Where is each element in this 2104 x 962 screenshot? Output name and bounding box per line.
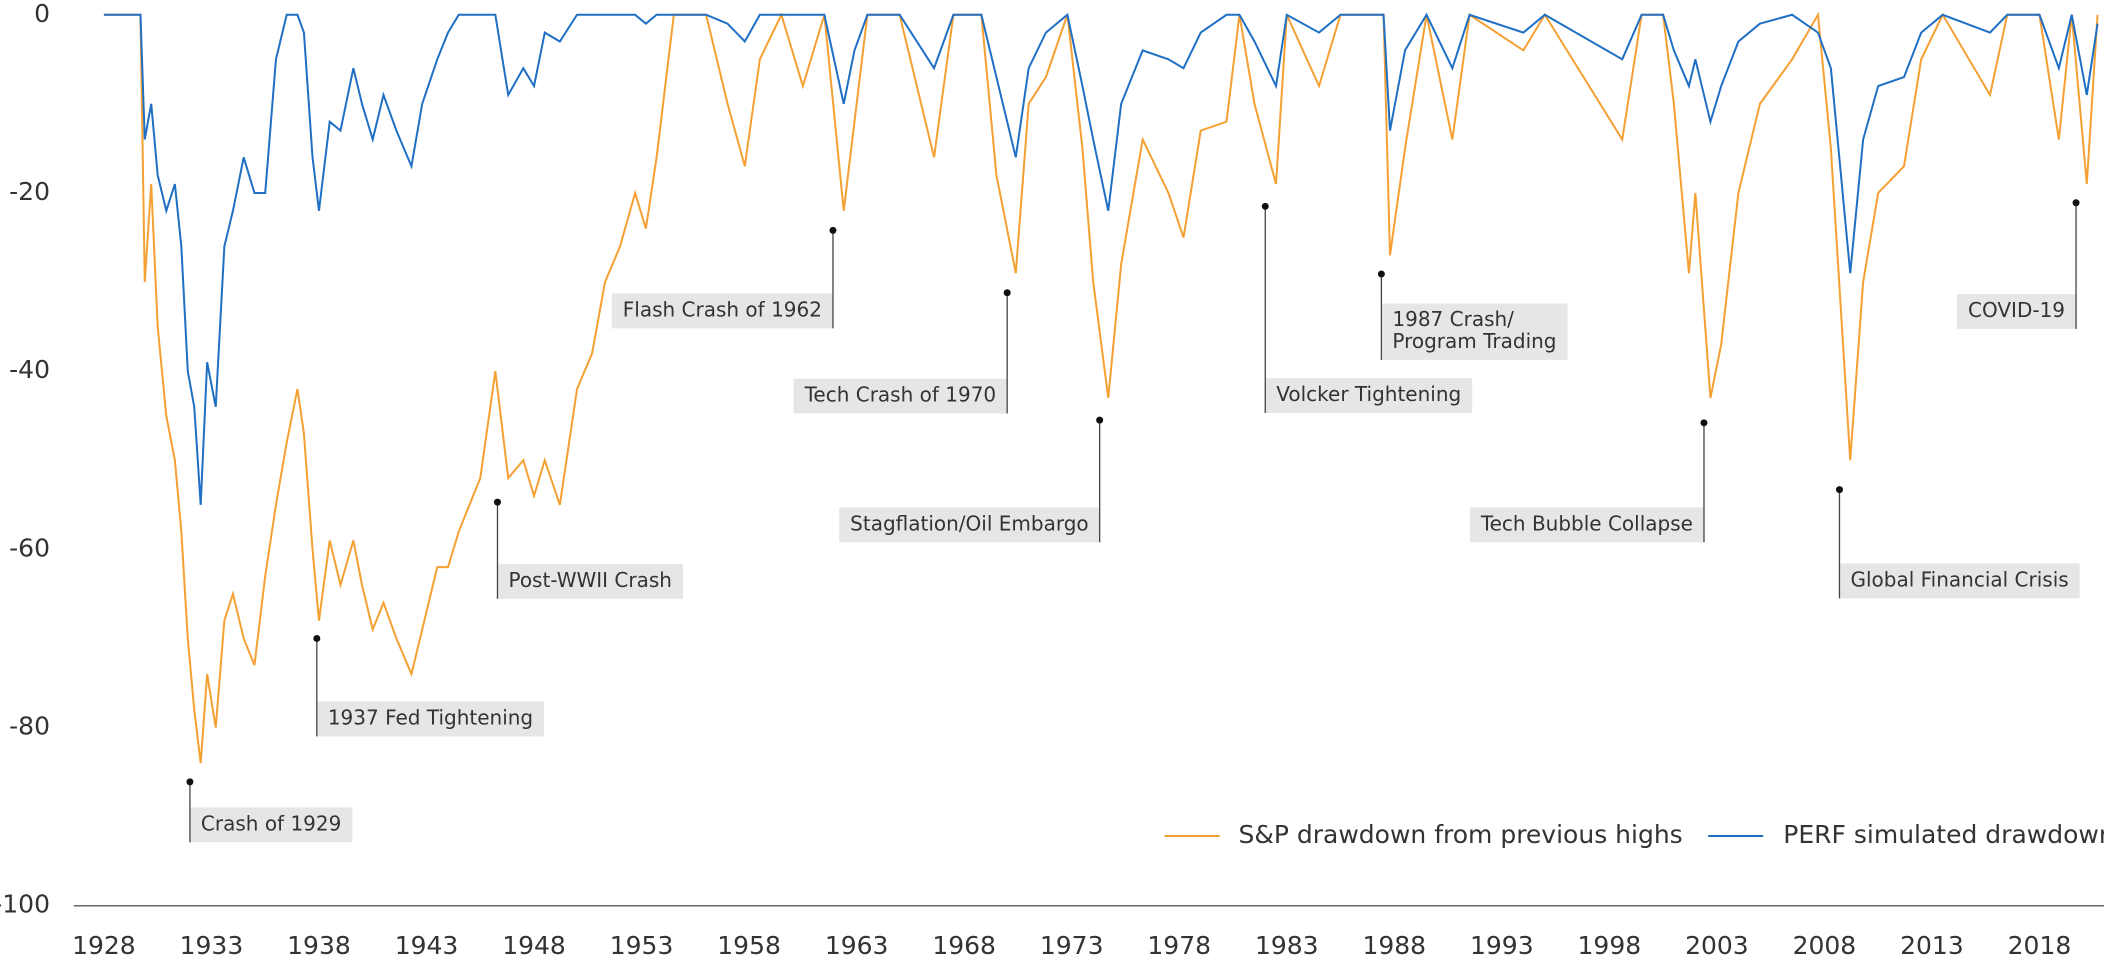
annotation-label: Crash of 1929 (201, 811, 341, 835)
x-tick-label: 1998 (1578, 931, 1642, 960)
annotation-label: Stagflation/Oil Embargo (850, 511, 1088, 535)
annotation-label: Tech Bubble Collapse (1480, 511, 1693, 535)
x-tick-label: 1938 (287, 931, 351, 960)
annotation-label: 1987 Crash/ (1392, 307, 1514, 331)
annotation-dot (1003, 289, 1011, 297)
annotation-dot (829, 226, 837, 234)
annotation: Volcker Tightening (1261, 202, 1473, 413)
x-tick-label: 2018 (2008, 931, 2072, 960)
annotation-label: Volcker Tightening (1276, 382, 1461, 406)
legend-label: PERF simulated drawdown* (1783, 820, 2104, 849)
annotation-box (611, 293, 833, 329)
annotation-label: COVID-19 (1968, 298, 2065, 322)
annotation-box (1381, 303, 1568, 360)
annotation-box (1469, 507, 1704, 543)
x-tick-label: 1933 (180, 931, 244, 960)
y-tick-label: 0 (34, 0, 50, 28)
annotation-dot (1377, 270, 1385, 278)
y-tick-label: -20 (9, 177, 50, 206)
legend-label: S&P drawdown from previous highs (1239, 820, 1683, 849)
annotation: Tech Crash of 1970 (793, 289, 1011, 414)
y-tick-label: -60 (9, 533, 50, 562)
x-tick-label: 1973 (1040, 931, 1104, 960)
x-tick-label: 1983 (1255, 931, 1319, 960)
annotation-box (497, 563, 683, 599)
x-tick-label: 1993 (1470, 931, 1534, 960)
annotation-label: Post-WWII Crash (508, 568, 672, 592)
annotation-label: Tech Crash of 1970 (804, 383, 997, 407)
annotation-label: 1937 Fed Tightening (328, 705, 533, 729)
annotation-dot (493, 498, 501, 506)
annotation: Flash Crash of 1962 (611, 226, 837, 329)
annotation-label: Program Trading (1392, 329, 1556, 353)
annotation-label: Global Financial Crisis (1850, 567, 2068, 591)
annotation: 1937 Fed Tightening (313, 634, 545, 737)
annotation-dot (1096, 416, 1104, 424)
annotation: Stagflation/Oil Embargo (839, 416, 1104, 543)
x-tick-label: 2008 (1793, 931, 1857, 960)
x-tick-label: 1988 (1362, 931, 1426, 960)
y-tick-label: -100 (0, 890, 50, 919)
annotation-dot (1700, 419, 1708, 427)
annotation: Crash of 1929 (186, 778, 353, 843)
x-tick-label: 2003 (1685, 931, 1749, 960)
annotation: Global Financial Crisis (1835, 486, 2080, 599)
annotation-dot (1835, 486, 1843, 494)
x-tick-label: 1943 (395, 931, 459, 960)
annotation-box (316, 701, 545, 737)
annotation-dot (313, 634, 321, 642)
annotation-box (189, 807, 353, 843)
annotation-box (839, 507, 1100, 543)
y-tick-label: -80 (9, 712, 50, 741)
data-line (103, 12, 2099, 505)
x-tick-label: 1948 (502, 931, 566, 960)
annotation-box (1265, 378, 1473, 413)
annotation-label: Flash Crash of 1962 (623, 297, 822, 321)
data-line (103, 11, 2099, 764)
annotation-dot (186, 778, 194, 786)
x-tick-label: 1928 (72, 931, 136, 960)
y-tick-label: -40 (9, 355, 50, 384)
x-tick-label: 1963 (825, 931, 889, 960)
annotation: 1987 Crash/Program Trading (1377, 270, 1568, 360)
annotation-box (1957, 294, 2077, 329)
annotation: Tech Bubble Collapse (1469, 419, 1708, 543)
annotation-box (793, 378, 1008, 414)
annotation-dot (1261, 202, 1269, 210)
annotation: Post-WWII Crash (493, 498, 683, 599)
x-tick-label: 1958 (717, 931, 781, 960)
x-tick-label: 2013 (1900, 931, 1964, 960)
x-tick-label: 1953 (610, 931, 674, 960)
annotation: COVID-19 (1957, 199, 2080, 329)
annotation-box (1839, 563, 2080, 599)
annotation-dot (2072, 199, 2080, 207)
x-tick-label: 1978 (1147, 931, 1211, 960)
x-tick-label: 1968 (932, 931, 996, 960)
